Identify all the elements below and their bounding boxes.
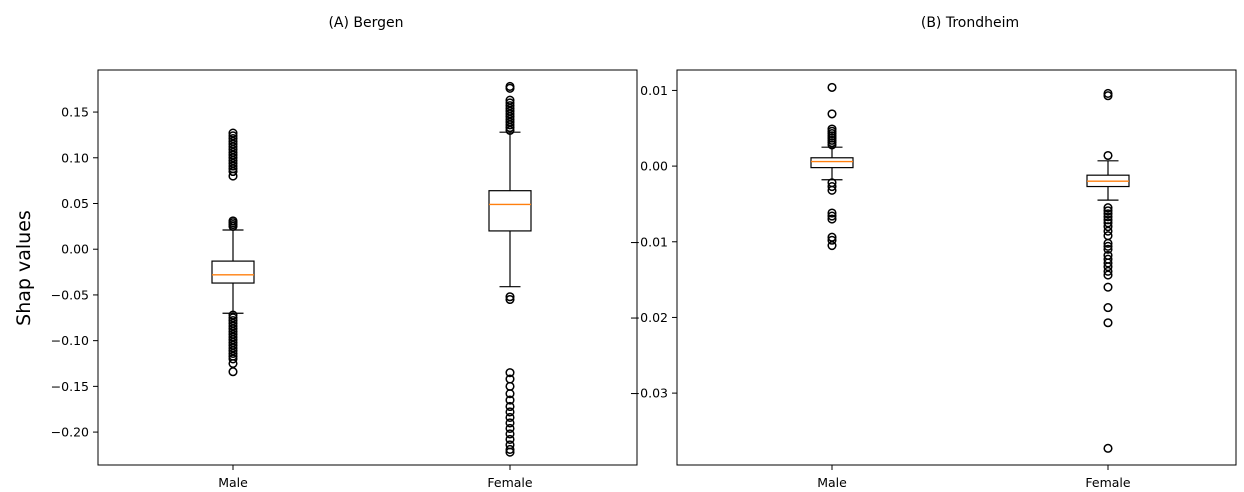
y-tick-label: 0.15 [61, 105, 89, 120]
y-tick-label: −0.01 [630, 234, 668, 249]
flier-point [1103, 443, 1113, 453]
boxplot-male [810, 82, 854, 251]
flier-point [827, 214, 837, 224]
plot-frame [676, 69, 1237, 466]
chart-title: (B) Trondheim [921, 15, 1019, 31]
flier-point [1103, 222, 1113, 232]
box-iqr [488, 190, 532, 232]
x-tick-label: Female [487, 475, 533, 490]
flier-point [505, 368, 515, 378]
y-axis-label: Shap values [13, 210, 35, 326]
flier-point [827, 185, 837, 195]
flier-point [1103, 244, 1113, 254]
flier-point [505, 120, 515, 130]
y-tick-label: 0.01 [640, 83, 668, 98]
flier-point [1103, 91, 1113, 101]
y-tick-label: −0.20 [51, 425, 89, 440]
x-tick-label: Female [1085, 475, 1131, 490]
x-tick-label: Male [817, 475, 847, 490]
flier-point [827, 82, 837, 92]
flier-point [1103, 266, 1113, 276]
flier-point [1103, 241, 1113, 251]
y-tick-label: −0.15 [51, 379, 89, 394]
flier-point [505, 423, 515, 433]
flier-point [1103, 226, 1113, 236]
flier-point [228, 171, 238, 181]
flier-point [505, 429, 515, 439]
plot-frame [97, 69, 638, 466]
chart-title: (A) Bergen [328, 15, 403, 31]
y-tick-label: 0.00 [61, 242, 89, 257]
x-tick-label: Male [218, 475, 248, 490]
flier-point [505, 444, 515, 455]
box-iqr [211, 260, 255, 284]
flier-point [505, 389, 515, 399]
flier-point [228, 348, 238, 358]
flier-point [827, 208, 837, 218]
flier-point [505, 123, 515, 133]
flier-point [1103, 212, 1113, 222]
flier-point [827, 241, 837, 251]
flier-point [505, 395, 515, 405]
flier-point [505, 125, 515, 135]
flier-point [228, 358, 238, 369]
flier-point [505, 407, 515, 417]
flier-point [228, 161, 238, 171]
y-tick-label: 0.00 [640, 159, 668, 174]
flier-point [505, 292, 515, 302]
flier-point [827, 235, 837, 245]
flier-point [827, 140, 837, 150]
y-tick-label: −0.05 [51, 287, 89, 302]
flier-point [505, 401, 515, 412]
flier-point [1103, 203, 1113, 213]
flier-point [505, 381, 515, 391]
flier-point [228, 166, 238, 177]
y-tick-label: −0.10 [51, 333, 89, 348]
y-tick-label: −0.03 [630, 386, 668, 401]
flier-point [1103, 303, 1113, 313]
boxplot-female [488, 81, 532, 457]
flier-point [1103, 238, 1113, 248]
flier-point [1103, 318, 1113, 328]
flier-point [827, 181, 837, 192]
flier-point [505, 447, 515, 457]
boxplot-female [1086, 88, 1130, 453]
flier-point [1103, 150, 1113, 161]
flier-point [505, 434, 515, 444]
flier-point [1103, 282, 1113, 292]
flier-point [505, 412, 515, 423]
boxplot-male [211, 128, 255, 377]
flier-point [228, 221, 238, 231]
flier-point [1103, 206, 1113, 216]
flier-point [1103, 209, 1113, 219]
y-tick-label: 0.05 [61, 196, 89, 211]
flier-point [827, 211, 837, 221]
flier-point [827, 109, 837, 119]
flier-point [505, 83, 515, 93]
y-tick-label: −0.02 [630, 310, 668, 325]
flier-point [505, 418, 515, 428]
box-iqr [810, 157, 854, 169]
y-tick-label: 0.10 [61, 150, 89, 165]
chart-panel-bergen: (A) Bergen 0.15 0.10 0.05 0.00 −0.05 −0.10 −0.1… [51, 15, 638, 490]
flier-point [228, 354, 238, 364]
chart-panel-trondheim: (B) Trondheim 0.01 0.00 −0.01 −0.02 −0.03 Male… [630, 15, 1237, 490]
flier-point [1103, 270, 1113, 280]
flier-point [505, 294, 515, 305]
flier-point [228, 367, 238, 377]
flier-point [1103, 215, 1113, 225]
